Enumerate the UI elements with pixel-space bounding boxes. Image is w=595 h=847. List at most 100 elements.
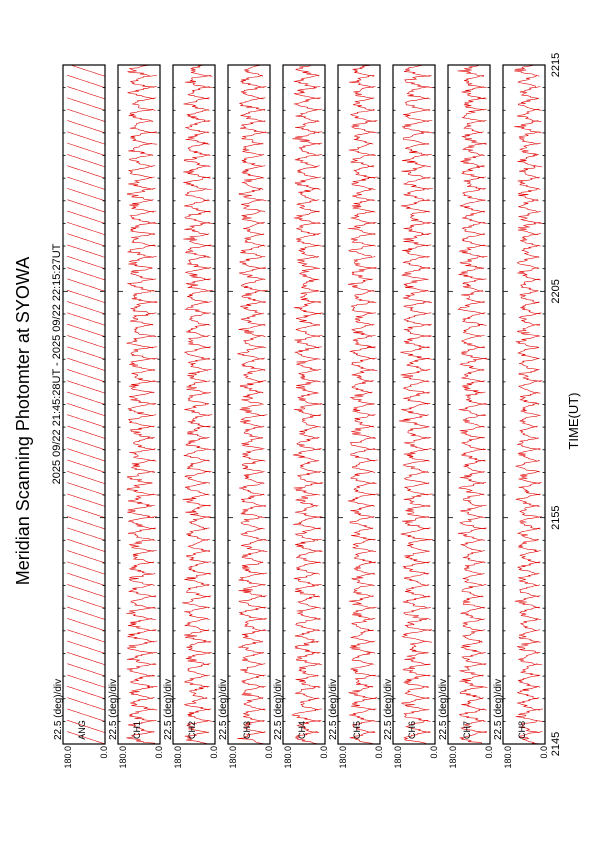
trace-line: [463, 97, 486, 111]
trace-line: [131, 233, 157, 247]
trace-line: [67, 233, 105, 247]
trace-line: [129, 357, 158, 371]
trace-line: [349, 640, 376, 654]
trace-line: [351, 527, 375, 541]
trace-line: [517, 674, 541, 688]
trace-line: [240, 108, 266, 122]
trace-line: [353, 482, 376, 496]
trace-line: [353, 256, 377, 269]
trace-line: [353, 86, 376, 100]
trace-line: [404, 584, 430, 598]
trace-line: [402, 663, 431, 677]
trace-line: [294, 629, 320, 643]
y-bottom-label: 0.0: [429, 746, 439, 759]
trace-line: [188, 561, 212, 575]
y-bottom-label: 0.0: [319, 746, 329, 759]
trace-line: [461, 369, 485, 383]
trace-line: [514, 65, 540, 77]
trace-line: [519, 584, 540, 598]
trace-line: [129, 120, 158, 134]
y-top-label: 180.0: [173, 746, 183, 769]
trace-line: [126, 335, 155, 349]
trace-line: [182, 595, 212, 609]
trace-line: [459, 471, 485, 484]
trace-line: [241, 391, 264, 405]
trace-line: [294, 346, 322, 360]
trace-line: [458, 708, 486, 722]
trace-line: [67, 403, 105, 417]
trace-line: [184, 731, 209, 744]
trace-line: [403, 233, 432, 247]
trace-line: [67, 301, 105, 315]
trace-line: [457, 301, 485, 315]
trace-line: [67, 719, 105, 733]
trace-line: [188, 312, 211, 326]
channel-label: CH8: [517, 721, 527, 739]
trace-line: [182, 493, 210, 507]
trace-line: [189, 686, 210, 699]
trace-line: [351, 323, 375, 337]
trace-line: [240, 414, 268, 428]
trace-line: [183, 154, 211, 168]
trace-line: [129, 686, 158, 699]
trace-line: [294, 154, 322, 168]
trace-line: [243, 471, 265, 484]
trace-line: [186, 640, 212, 654]
trace-line: [519, 550, 542, 564]
trace-line: [126, 482, 158, 496]
panels-group: 180.0 0.0 ANG 22.5 (deg)/div 180.0 0.0 CH1 22.5…: [53, 64, 549, 769]
trace-line: [459, 516, 487, 530]
trace-line: [407, 425, 430, 439]
trace-line: [293, 572, 319, 586]
y-bottom-label: 0.0: [264, 746, 274, 759]
trace-line: [296, 652, 322, 666]
trace-line: [298, 188, 320, 202]
trace-line: [295, 323, 321, 337]
trace-line: [517, 108, 542, 122]
trace-line: [404, 618, 432, 632]
scale-label: 22.5 (deg)/div: [163, 679, 174, 740]
trace-line: [187, 256, 210, 269]
trace-line: [241, 142, 264, 156]
trace-line: [67, 97, 105, 111]
trace-line: [519, 504, 540, 518]
trace-line: [183, 176, 212, 190]
trace-line: [462, 188, 486, 202]
trace-line: [296, 233, 323, 247]
trace-line: [293, 403, 323, 417]
y-bottom-label: 0.0: [539, 746, 549, 759]
trace-line: [519, 606, 542, 620]
trace-line: [519, 425, 539, 439]
trace-line: [296, 437, 321, 451]
trace-line: [403, 335, 432, 349]
trace-line: [349, 346, 376, 360]
trace-line: [349, 595, 375, 609]
trace-line: [349, 74, 375, 88]
trace-line: [67, 595, 105, 609]
trace-line: [409, 640, 428, 654]
trace-line: [350, 697, 378, 711]
trace-line: [459, 244, 485, 258]
trace-line: [67, 550, 105, 564]
trace-line: [402, 120, 433, 134]
trace-line: [127, 403, 157, 417]
trace-line: [351, 369, 375, 383]
trace-line: [184, 572, 211, 586]
trace-line: [352, 65, 375, 77]
trace-line: [67, 697, 105, 711]
trace-line: [295, 380, 319, 394]
channel-label: CH7: [462, 721, 472, 739]
trace-line: [185, 74, 212, 88]
trace-line: [519, 618, 539, 632]
trace-line: [462, 618, 485, 632]
trace-line: [241, 199, 265, 213]
trace-line: [186, 380, 211, 394]
trace-line: [403, 222, 432, 235]
trace-line: [185, 550, 211, 564]
trace-line: [67, 493, 105, 507]
panel-frame: [282, 64, 326, 745]
trace-line: [183, 346, 211, 360]
trace-line: [241, 154, 265, 168]
trace-line: [186, 527, 210, 541]
trace-line: [349, 731, 375, 744]
